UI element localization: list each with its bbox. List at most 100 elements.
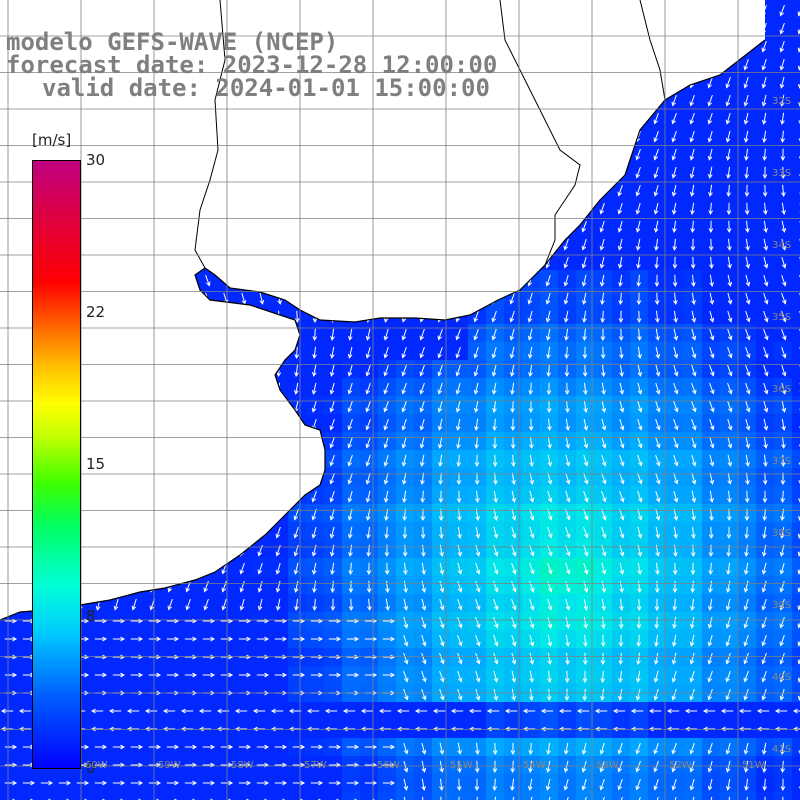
wind-arrow (310, 672, 324, 678)
wind-arrow (421, 580, 427, 593)
wind-arrow (763, 346, 769, 359)
wind-speed-cell (792, 774, 800, 792)
wind-arrow (419, 454, 425, 467)
wind-arrow (637, 472, 643, 485)
wind-arrow (439, 688, 445, 701)
wind-arrow (259, 292, 265, 305)
wind-arrow (618, 634, 624, 648)
wind-arrow (473, 328, 479, 341)
wind-arrow (762, 472, 768, 486)
wind-arrow (602, 796, 605, 800)
wind-arrow (600, 688, 605, 701)
wind-arrow (547, 490, 553, 503)
wind-arrow (144, 726, 158, 732)
wind-arrow (745, 400, 751, 413)
wind-arrow (673, 310, 678, 323)
wind-arrow (414, 708, 428, 714)
wind-arrow (529, 472, 535, 485)
wind-arrow (382, 744, 396, 750)
wind-arrow (583, 634, 588, 647)
lon-label: 55W (450, 760, 473, 771)
wind-arrow (618, 292, 624, 306)
wind-arrow (403, 652, 409, 665)
wind-speed-cell (792, 486, 800, 504)
wind-arrow (311, 382, 317, 395)
colorbar (32, 160, 81, 769)
wind-speed-cell (198, 792, 216, 800)
wind-speed-cell (558, 792, 576, 800)
wind-speed-cell (792, 144, 800, 162)
wind-arrow (558, 708, 572, 714)
wind-arrow (18, 726, 32, 732)
wind-arrow (727, 256, 732, 269)
wind-arrow (763, 400, 769, 413)
wind-arrow (439, 562, 445, 575)
wind-speed-cell (792, 126, 800, 144)
wind-arrow (671, 148, 677, 161)
wind-arrow (727, 310, 733, 323)
wind-arrow (220, 672, 234, 678)
wind-arrow (112, 780, 126, 786)
wind-arrow (690, 202, 695, 215)
wind-arrow (780, 742, 785, 755)
wind-arrow (673, 436, 679, 449)
wind-arrow (529, 454, 534, 467)
wind-arrow (346, 654, 360, 660)
wind-arrow (529, 616, 535, 629)
wind-arrow (439, 616, 445, 629)
wind-arrow (709, 490, 714, 503)
wind-arrow (401, 454, 407, 467)
wind-speed-cell (486, 792, 504, 800)
wind-arrow (385, 580, 390, 594)
wind-arrow (648, 726, 662, 732)
wind-arrow (671, 112, 677, 125)
wind-arrow (383, 346, 389, 359)
wind-arrow (202, 636, 216, 642)
wind-arrow (797, 28, 800, 35)
wind-arrow (563, 274, 569, 287)
wind-arrow (709, 346, 715, 359)
wind-arrow (365, 328, 371, 341)
wind-arrow (274, 654, 288, 660)
wind-arrow (691, 418, 697, 431)
wind-arrow (457, 670, 463, 683)
wind-arrow (618, 670, 623, 683)
wind-arrow (761, 40, 767, 53)
wind-arrow (781, 184, 786, 198)
wind-arrow (510, 382, 515, 395)
wind-arrow (457, 526, 462, 539)
wind-arrow (648, 708, 662, 714)
wind-arrow (601, 562, 607, 575)
wind-arrow (509, 364, 515, 377)
wind-arrow (636, 634, 642, 648)
wind-arrow (419, 400, 425, 413)
wind-arrow (761, 580, 767, 593)
wind-arrow (491, 328, 497, 341)
wind-arrow (256, 744, 270, 750)
wind-arrow (672, 580, 678, 594)
wind-speed-cell (108, 792, 126, 800)
wind-arrow (511, 562, 517, 575)
wind-arrow (58, 780, 72, 786)
wind-arrow (745, 382, 751, 395)
wind-arrow (583, 400, 588, 413)
wind-arrow (166, 654, 180, 660)
wind-arrow (185, 580, 191, 593)
wind-arrow (763, 382, 769, 395)
wind-arrow (761, 562, 767, 575)
wind-arrow (275, 580, 281, 593)
wind-arrow (94, 744, 108, 750)
wind-arrow (385, 598, 390, 611)
wind-arrow (582, 652, 588, 666)
wind-arrow (548, 796, 551, 800)
wind-speed-cell (594, 792, 612, 800)
wind-arrow (365, 418, 371, 431)
wind-arrow (384, 526, 390, 540)
wind-arrow (761, 112, 767, 125)
wind-arrow (691, 490, 697, 503)
wind-arrow (781, 256, 787, 269)
wind-arrow (583, 562, 589, 575)
wind-arrow (492, 436, 498, 450)
wind-arrow (527, 346, 533, 359)
wind-speed-cell (162, 792, 180, 800)
